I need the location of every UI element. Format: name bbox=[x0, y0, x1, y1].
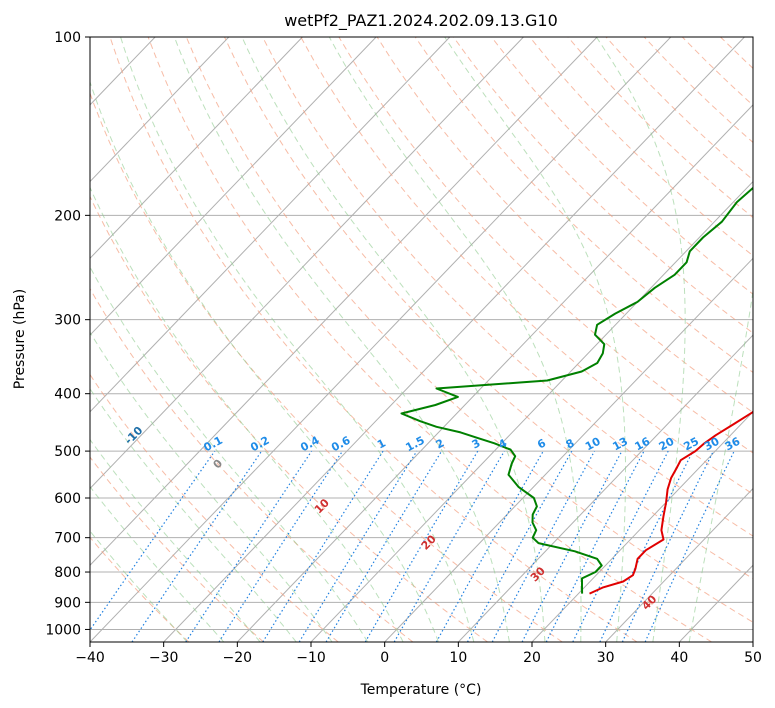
dry-adiabat bbox=[147, 37, 712, 642]
isotherm-line bbox=[163, 37, 745, 642]
mixing-ratio-line bbox=[325, 450, 443, 642]
moist-adiabat bbox=[444, 37, 626, 642]
dry-adiabat bbox=[90, 91, 563, 642]
isotherm-line bbox=[605, 487, 753, 642]
y-tick-label: 800 bbox=[54, 565, 81, 581]
y-tick-label: 900 bbox=[54, 595, 81, 611]
dry-adiabat bbox=[90, 195, 488, 642]
x-tick-label: −20 bbox=[223, 650, 253, 666]
dry-adiabat bbox=[414, 37, 753, 374]
moist-adiabat bbox=[241, 37, 546, 642]
chart-title: wetPf2_PAZ1.2024.202.09.13.G10 bbox=[284, 11, 558, 31]
x-tick-label: 0 bbox=[380, 650, 389, 666]
x-axis: −40 −30 −20 −10 0 10 20 30 40 50 bbox=[75, 642, 762, 666]
moist-adiabats bbox=[90, 37, 753, 642]
x-tick-label: 40 bbox=[670, 650, 688, 666]
mixing-ratio-line bbox=[298, 450, 418, 642]
y-tick-label: 600 bbox=[54, 491, 81, 507]
x-tick-label: −10 bbox=[296, 650, 326, 666]
moist-adiabat bbox=[328, 37, 582, 642]
profile-series bbox=[400, 186, 753, 595]
moist-adiabat bbox=[90, 387, 297, 642]
mixing-ratio-label: 10 bbox=[583, 435, 603, 454]
isotherm-line bbox=[90, 37, 598, 566]
moist-adiabat bbox=[90, 438, 261, 642]
x-tick-label: 10 bbox=[449, 650, 467, 666]
mixing-ratio-line bbox=[466, 450, 573, 642]
moist-adiabat bbox=[90, 331, 333, 642]
mixing-ratio-lines bbox=[90, 450, 735, 642]
y-tick-label: 200 bbox=[54, 208, 81, 224]
mixing-ratio-label: 30 bbox=[702, 435, 722, 454]
y-tick-label: 1000 bbox=[45, 622, 81, 638]
moist-adiabat bbox=[688, 287, 753, 642]
isotherm-line bbox=[90, 37, 524, 490]
mixing-ratio-line bbox=[262, 450, 384, 642]
mixing-ratio-label: 16 bbox=[633, 435, 653, 454]
dry-adiabat bbox=[109, 37, 638, 642]
dry-adiabat bbox=[491, 37, 753, 295]
dry-adiabat bbox=[90, 287, 414, 642]
plot-area: 0.10.20.40.611.52346810131620253036-100-… bbox=[90, 37, 753, 642]
isotherm-line bbox=[236, 104, 753, 642]
temperature-line bbox=[589, 410, 753, 595]
isotherm-line bbox=[90, 37, 672, 642]
x-axis-label: Temperature (°C) bbox=[360, 682, 482, 698]
mixing-ratio-line bbox=[218, 450, 343, 642]
x-tick-label: 50 bbox=[744, 650, 762, 666]
mixing-ratio-line bbox=[185, 450, 313, 642]
y-tick-label: 500 bbox=[54, 444, 81, 460]
y-tick-label: 300 bbox=[54, 313, 81, 329]
dry-adiabat bbox=[90, 456, 264, 642]
x-tick-label: 30 bbox=[597, 650, 615, 666]
moist-adiabat bbox=[90, 80, 439, 642]
mixing-ratio-line bbox=[572, 450, 669, 642]
y-axis-label: Pressure (hPa) bbox=[12, 289, 28, 389]
dry-adiabat bbox=[376, 37, 753, 413]
dry-adiabat bbox=[185, 37, 753, 623]
x-tick-label: 20 bbox=[523, 650, 541, 666]
plot-frame bbox=[89, 36, 754, 643]
y-tick-label: 100 bbox=[54, 30, 81, 46]
isotherm-line bbox=[90, 37, 230, 183]
isotherm-line bbox=[457, 334, 753, 642]
isotherm-line bbox=[384, 257, 753, 642]
x-tick-label: −30 bbox=[149, 650, 179, 666]
dewpoint-line bbox=[400, 186, 753, 594]
x-tick-label: −40 bbox=[75, 650, 105, 666]
mixing-ratio-line bbox=[90, 450, 216, 632]
mixing-ratio-line bbox=[435, 450, 544, 642]
isotherm-line bbox=[90, 37, 303, 260]
mixing-ratio-label: 13 bbox=[610, 435, 630, 454]
isotherm-grid bbox=[90, 37, 753, 642]
moist-adiabat bbox=[120, 37, 475, 642]
dry-adiabat bbox=[452, 37, 753, 334]
isotherm-line bbox=[90, 37, 377, 336]
moist-adiabat bbox=[595, 37, 686, 642]
mixing-ratio-line bbox=[545, 450, 645, 642]
mixing-ratio-label: 20 bbox=[657, 435, 677, 454]
y-tick-label: 700 bbox=[54, 531, 81, 547]
y-axis: 100 200 300 400 500 600 700 800 900 1000 bbox=[45, 30, 90, 638]
moist-adiabat bbox=[90, 530, 188, 642]
isobar-grid bbox=[90, 37, 753, 630]
mixing-ratio-line bbox=[491, 450, 596, 642]
y-tick-label: 400 bbox=[54, 387, 81, 403]
mixing-ratio-label: 36 bbox=[723, 435, 743, 454]
mixing-ratio-line bbox=[131, 450, 263, 642]
isotherm-line bbox=[531, 411, 753, 642]
isotherm-line bbox=[90, 37, 451, 413]
mixing-ratio-label: 25 bbox=[681, 435, 701, 454]
moist-adiabat bbox=[173, 37, 510, 642]
moist-adiabat bbox=[90, 485, 225, 642]
